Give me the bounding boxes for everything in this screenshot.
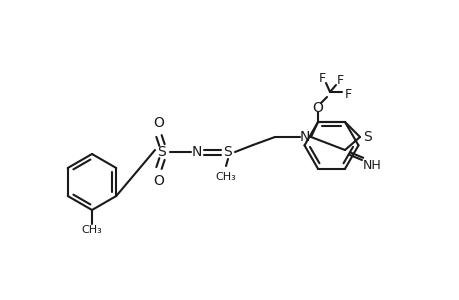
Text: NH: NH: [362, 158, 381, 172]
Text: F: F: [336, 74, 343, 86]
Text: N: N: [299, 130, 309, 144]
Text: O: O: [153, 174, 164, 188]
Text: F: F: [344, 88, 351, 100]
Text: S: S: [363, 130, 372, 144]
Text: F: F: [318, 71, 325, 85]
Text: CH₃: CH₃: [215, 172, 236, 182]
Text: N: N: [191, 145, 202, 159]
Text: S: S: [223, 145, 232, 159]
Text: S: S: [157, 145, 166, 159]
Text: O: O: [312, 101, 323, 115]
Text: O: O: [153, 116, 164, 130]
Text: CH₃: CH₃: [81, 225, 102, 235]
